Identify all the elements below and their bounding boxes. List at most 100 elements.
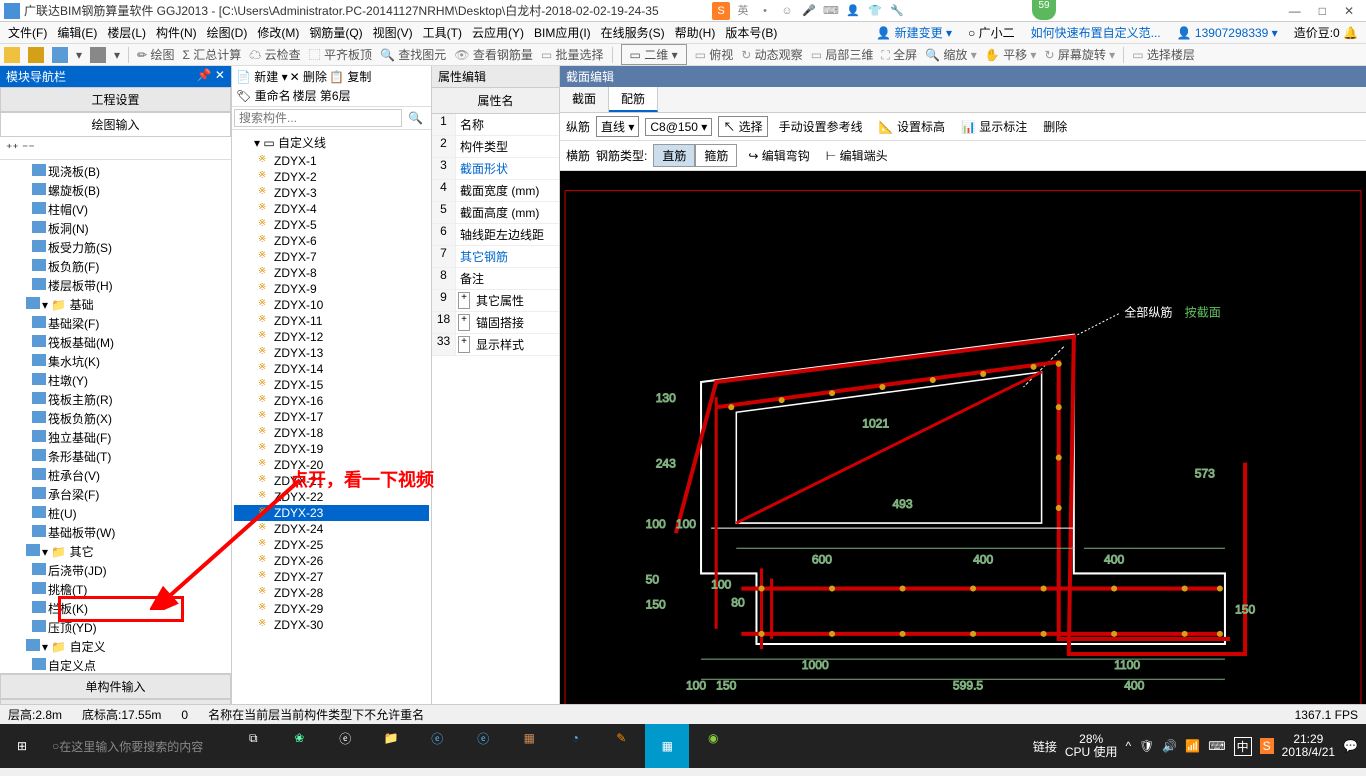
zdyx-item[interactable]: ZDYX-17 bbox=[234, 409, 429, 425]
nav-collapse-icon[interactable]: ⁻⁻ bbox=[22, 141, 35, 155]
tray-kbd-icon[interactable]: ⌨ bbox=[1208, 739, 1225, 753]
zdyx-item[interactable]: ZDYX-20 bbox=[234, 457, 429, 473]
zdyx-item[interactable]: ZDYX-24 bbox=[234, 521, 429, 537]
open-file-icon[interactable] bbox=[28, 47, 44, 63]
tree-item[interactable]: 桩承台(V) bbox=[2, 466, 229, 485]
zdyx-root[interactable]: ▾ ▭ 自定义线 bbox=[234, 132, 429, 153]
tab-rebar[interactable]: 配筋 bbox=[609, 87, 658, 112]
menu-item[interactable]: 钢筋量(Q) bbox=[305, 22, 366, 43]
zdyx-item[interactable]: ZDYX-3 bbox=[234, 185, 429, 201]
tree-item[interactable]: 基础梁(F) bbox=[2, 314, 229, 333]
task-view-icon[interactable]: ⧉ bbox=[231, 716, 275, 760]
gu-button[interactable]: 箍筋 bbox=[695, 144, 737, 167]
pan-button[interactable]: ✋ 平移 ▾ bbox=[985, 46, 1037, 63]
tray-link[interactable]: 链接 bbox=[1033, 738, 1057, 755]
menu-item[interactable]: 绘图(D) bbox=[203, 22, 252, 43]
tree-item[interactable]: 楼层板带(H) bbox=[2, 276, 229, 295]
flat-button[interactable]: ⬚ 平齐板顶 bbox=[309, 46, 372, 63]
tray-shield-icon[interactable]: 🛡 bbox=[1139, 739, 1154, 753]
rename-button[interactable]: 🏷 重命名 bbox=[236, 87, 291, 104]
taskbar-app-1[interactable]: ❀ bbox=[277, 716, 321, 760]
tree-item[interactable]: 基础板带(W) bbox=[2, 523, 229, 542]
zdyx-item[interactable]: ZDYX-6 bbox=[234, 233, 429, 249]
tree-item[interactable]: 独立基础(F) bbox=[2, 428, 229, 447]
zdyx-item[interactable]: ZDYX-28 bbox=[234, 585, 429, 601]
prop-row[interactable]: 1名称 bbox=[432, 114, 559, 136]
dyn-button[interactable]: ↻ 动态观察 bbox=[741, 46, 802, 63]
del-button[interactable]: 删除 bbox=[1038, 116, 1072, 137]
tree-item[interactable]: 筏板负筋(X) bbox=[2, 409, 229, 428]
menu-item[interactable]: 云应用(Y) bbox=[468, 22, 528, 43]
nav-expand-icon[interactable]: ⁺⁺ bbox=[6, 141, 19, 155]
tree-item[interactable]: 筏板主筋(R) bbox=[2, 390, 229, 409]
tab-section[interactable]: 截面 bbox=[560, 87, 609, 112]
tree-item[interactable]: 柱墩(Y) bbox=[2, 371, 229, 390]
taskbar-app-6[interactable]: ◉ bbox=[691, 716, 735, 760]
start-button[interactable]: ⊞ bbox=[0, 724, 44, 768]
zdyx-item[interactable]: ZDYX-21 bbox=[234, 473, 429, 489]
prop-row[interactable]: 33+显示样式 bbox=[432, 334, 559, 356]
zdyx-item[interactable]: ZDYX-9 bbox=[234, 281, 429, 297]
taskbar-ie-icon[interactable]: ⓔ bbox=[415, 716, 459, 760]
taskbar-app-4[interactable]: ✎ bbox=[599, 716, 643, 760]
nav-tab-draw[interactable]: 绘图输入 bbox=[0, 112, 231, 137]
copy-button[interactable]: 📋 复制 bbox=[329, 68, 371, 85]
ime-s-icon[interactable]: S bbox=[712, 2, 730, 20]
zdyx-item[interactable]: ZDYX-26 bbox=[234, 553, 429, 569]
menu-item[interactable]: 帮助(H) bbox=[671, 22, 720, 43]
menu-item[interactable]: BIM应用(I) bbox=[530, 22, 595, 43]
ime-icon-5[interactable]: 👤 bbox=[844, 2, 862, 20]
menu-item[interactable]: 工具(T) bbox=[419, 22, 466, 43]
prop-row[interactable]: 6轴线距左边线距 bbox=[432, 224, 559, 246]
zdyx-item[interactable]: ZDYX-30 bbox=[234, 617, 429, 633]
taskbar-edge-icon[interactable]: ⓔ bbox=[323, 716, 367, 760]
zdyx-item[interactable]: ZDYX-2 bbox=[234, 169, 429, 185]
zdyx-item[interactable]: ZDYX-7 bbox=[234, 249, 429, 265]
user-label[interactable]: ○ 广小二 bbox=[964, 22, 1019, 43]
ime-icon-2[interactable]: ☺ bbox=[778, 2, 796, 20]
ime-icon-1[interactable]: • bbox=[756, 2, 774, 20]
menu-item[interactable]: 楼层(L) bbox=[103, 22, 150, 43]
minimize-button[interactable]: — bbox=[1289, 4, 1301, 18]
zdyx-item[interactable]: ZDYX-4 bbox=[234, 201, 429, 217]
tree-item[interactable]: ▾ 📁 自定义 bbox=[2, 637, 229, 656]
zdyx-item[interactable]: ZDYX-27 bbox=[234, 569, 429, 585]
new-file-icon[interactable] bbox=[4, 47, 20, 63]
zdyx-item[interactable]: ZDYX-12 bbox=[234, 329, 429, 345]
zdyx-item[interactable]: ZDYX-8 bbox=[234, 265, 429, 281]
zdyx-item[interactable]: ZDYX-23 bbox=[234, 505, 429, 521]
tray-s-icon[interactable]: S bbox=[1260, 738, 1274, 754]
line-select[interactable]: 直线 ▾ bbox=[596, 116, 639, 137]
undo-icon[interactable] bbox=[90, 47, 106, 63]
tray-ime[interactable]: 中 bbox=[1234, 737, 1252, 756]
tree-item[interactable]: 板洞(N) bbox=[2, 219, 229, 238]
tree-item[interactable]: 挑檐(T) bbox=[2, 580, 229, 599]
tray-up-icon[interactable]: ^ bbox=[1126, 739, 1132, 753]
menu-item[interactable]: 修改(M) bbox=[253, 22, 303, 43]
prop-row[interactable]: 2构件类型 bbox=[432, 136, 559, 158]
zdyx-item[interactable]: ZDYX-5 bbox=[234, 217, 429, 233]
tree-item[interactable]: 集水坑(K) bbox=[2, 352, 229, 371]
prop-row[interactable]: 9+其它属性 bbox=[432, 290, 559, 312]
tree-item[interactable]: 筏板基础(M) bbox=[2, 333, 229, 352]
menu-item[interactable]: 构件(N) bbox=[152, 22, 201, 43]
manual-ref-button[interactable]: 手动设置参考线 bbox=[774, 116, 868, 137]
top-view-button[interactable]: ▭ 俯视 bbox=[695, 46, 734, 63]
tree-item[interactable]: 桩(U) bbox=[2, 504, 229, 523]
delete-button[interactable]: ✕ 删除 bbox=[290, 68, 327, 85]
tree-item[interactable]: 栏板(K) bbox=[2, 599, 229, 618]
drawing-canvas[interactable]: 全部纵筋 按截面 bbox=[560, 171, 1366, 724]
tree-item[interactable]: 自定义点 bbox=[2, 656, 229, 673]
nav-single-input[interactable]: 单构件输入 bbox=[0, 674, 231, 699]
tree-item[interactable]: 板受力筋(S) bbox=[2, 238, 229, 257]
tray-net-icon[interactable]: 📶 bbox=[1185, 739, 1200, 753]
prop-row[interactable]: 7其它钢筋 bbox=[432, 246, 559, 268]
dim-select[interactable]: ▭ 二维 ▾ bbox=[621, 44, 687, 65]
ime-icon-3[interactable]: 🎤 bbox=[800, 2, 818, 20]
zdyx-item[interactable]: ZDYX-19 bbox=[234, 441, 429, 457]
find-button[interactable]: 🔍 查找图元 bbox=[380, 46, 446, 63]
tree-item[interactable]: 柱帽(V) bbox=[2, 200, 229, 219]
new-change-button[interactable]: 👤 新建变更 ▾ bbox=[872, 22, 956, 43]
ime-lang[interactable]: 英 bbox=[734, 2, 752, 20]
close-button[interactable]: ✕ bbox=[1344, 4, 1354, 18]
